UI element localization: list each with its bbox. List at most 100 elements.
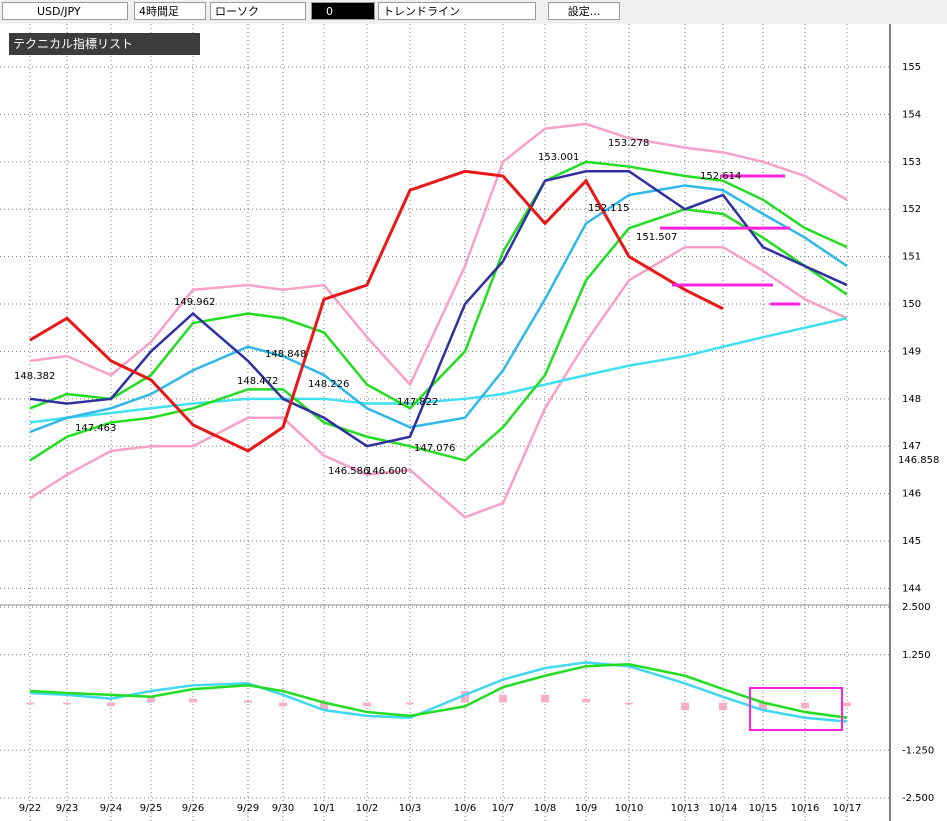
price-annotation: 148.382 (14, 371, 55, 382)
price-annotation: 151.507 (636, 232, 677, 243)
histogram-bar (582, 698, 590, 703)
y-tick-label: 147 (902, 441, 921, 452)
x-tick-label: 9/24 (100, 803, 122, 814)
price-annotation: 147.822 (397, 397, 438, 408)
y-tick-label: 144 (902, 583, 921, 594)
series-line (29, 160, 848, 410)
chart: 144 145 146 147 148 149 150 151 152 153 154 155 9/22… (0, 24, 939, 821)
tool: トレンドライン (383, 5, 460, 18)
histogram-bar (719, 702, 727, 711)
price-annotation: 146.586 (328, 466, 369, 477)
price-annotation: 148.226 (308, 379, 349, 390)
histogram-bar (625, 702, 633, 705)
tool-count: 0 (326, 5, 333, 18)
histogram-bar (189, 698, 197, 703)
x-tick-label: 9/30 (272, 803, 294, 814)
histogram-bar (107, 702, 115, 707)
histogram-bar (541, 694, 549, 703)
x-tick-label: 10/17 (833, 803, 862, 814)
y-tick-label: 149 (902, 346, 921, 357)
histogram-bar (843, 702, 851, 707)
style-select[interactable]: ローソク (210, 2, 306, 20)
x-tick-label: 9/26 (182, 803, 204, 814)
histogram-bar (147, 696, 155, 703)
y-tick-label: 1.250 (902, 650, 931, 661)
histogram-bar (499, 694, 507, 703)
price-annotation: 152.115 (588, 203, 629, 214)
x-tick-label: 10/9 (575, 803, 597, 814)
price-annotation: 153.001 (538, 152, 579, 163)
histogram-bar (63, 702, 71, 705)
x-tick-label: 10/16 (791, 803, 820, 814)
series-line (29, 207, 848, 462)
x-tick-label: 10/1 (313, 803, 335, 814)
price-annotation: 152.614 (700, 171, 741, 182)
price-annotation: 148.848 (265, 349, 306, 360)
x-tick-label: 9/23 (56, 803, 78, 814)
series-line (29, 184, 848, 434)
series-line (29, 245, 848, 519)
x-tick-label: 10/13 (671, 803, 700, 814)
x-tick-label: 10/3 (399, 803, 421, 814)
settings-button[interactable]: 設定... (548, 2, 620, 20)
x-tick-label: 9/25 (140, 803, 162, 814)
histogram-bar (406, 702, 414, 705)
price-annotation: 146.600 (366, 466, 407, 477)
x-tick-label: 10/7 (492, 803, 514, 814)
x-tick-label: 10/10 (615, 803, 644, 814)
panel-title: テクニカル指標リスト (13, 37, 134, 51)
timeframe-select[interactable]: 4時間足 (134, 2, 206, 20)
series-line (29, 170, 848, 448)
y-tick-label: 150 (902, 299, 921, 310)
settings: 設定... (567, 5, 601, 18)
series-line (29, 663, 848, 720)
timeframe: 4時間足 (139, 5, 179, 18)
histogram-bar (363, 702, 371, 707)
series-line (29, 122, 848, 387)
current-price: 146.858 (898, 455, 939, 466)
symbol-select[interactable]: USD/JPY (2, 2, 128, 20)
highlight-box (749, 687, 843, 731)
x-tick-label: 9/22 (19, 803, 41, 814)
x-tick-label: 10/2 (356, 803, 378, 814)
y-tick-label: 151 (902, 252, 921, 263)
y-tick-label: 155 (902, 62, 921, 73)
y-tick-label: 153 (902, 157, 921, 168)
histogram-bar (759, 702, 767, 711)
histogram-bar (681, 702, 689, 711)
y-tick-label: 145 (902, 536, 921, 547)
histogram-bar (26, 702, 34, 705)
y-tick-label: 148 (902, 394, 921, 405)
chart-style: ローソク (215, 5, 259, 18)
price-annotation: 148.472 (237, 376, 278, 387)
y-tick-label: 146 (902, 489, 921, 500)
x-tick-label: 10/14 (709, 803, 738, 814)
y-tick-label: 2.500 (902, 602, 931, 613)
histogram-bar (244, 700, 252, 703)
x-tick-label: 10/15 (749, 803, 778, 814)
price-annotation: 147.076 (414, 443, 455, 454)
price-annotation: 153.278 (608, 138, 649, 149)
symbol: USD/JPY (37, 5, 81, 18)
histogram-bar (801, 702, 809, 709)
histogram-bar (320, 702, 328, 711)
x-tick-label: 9/29 (237, 803, 259, 814)
tool-field[interactable]: トレンドライン (378, 2, 536, 20)
y-tick-label: -2.500 (902, 793, 934, 804)
tool-select[interactable]: 0 (311, 2, 375, 20)
histogram-bar (461, 691, 469, 703)
series-line (29, 661, 848, 723)
histogram-bar (279, 702, 287, 707)
series-line (29, 169, 724, 453)
toolbar: USD/JPY 4時間足 ローソク 0 トレンドライン 設定... (0, 0, 947, 24)
price-annotation: 149.962 (174, 297, 215, 308)
y-tick-label: 152 (902, 204, 921, 215)
x-tick-label: 10/8 (534, 803, 556, 814)
price-annotation: 147.463 (75, 423, 116, 434)
y-tick-label: -1.250 (902, 745, 934, 756)
series-line (29, 317, 848, 424)
x-tick-label: 10/6 (454, 803, 476, 814)
indicator-panel[interactable]: テクニカル指標リスト (9, 33, 200, 55)
y-tick-label: 154 (902, 109, 921, 120)
